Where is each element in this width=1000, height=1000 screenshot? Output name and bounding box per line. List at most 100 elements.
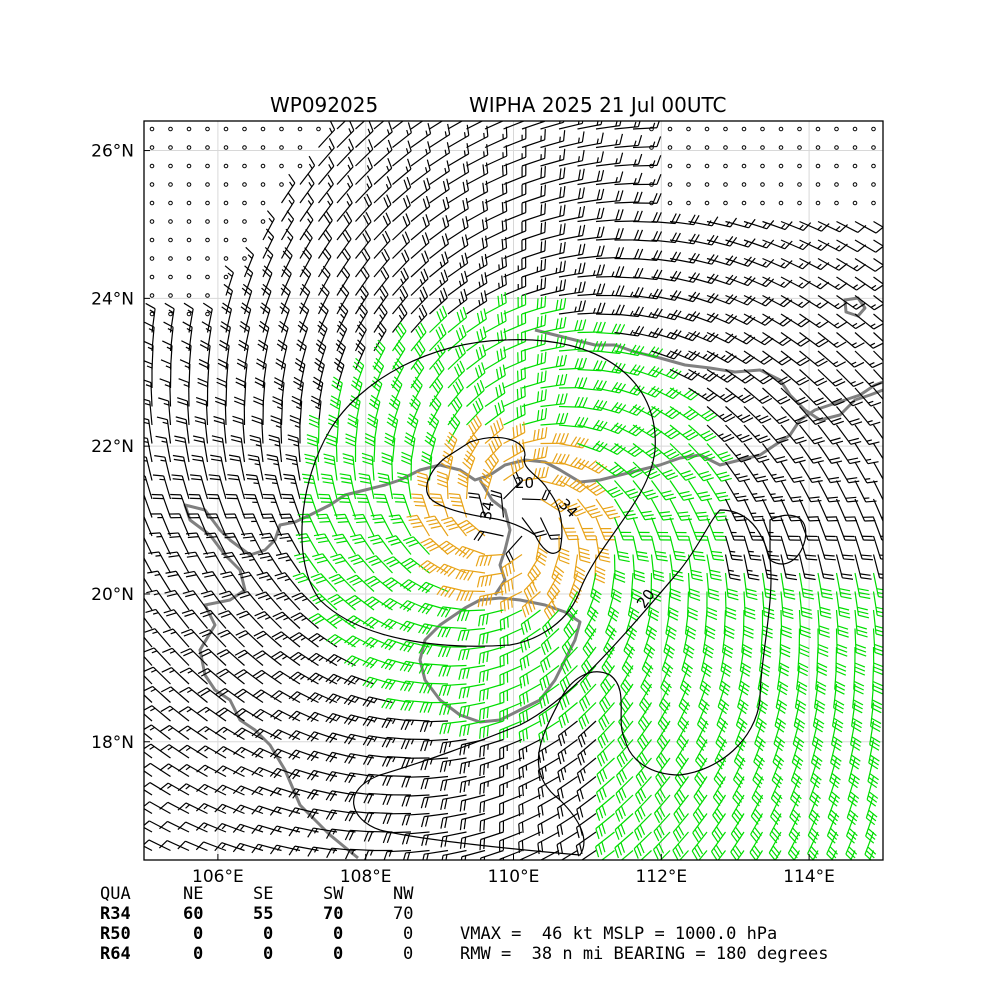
wind-barb — [603, 628, 616, 659]
wind-barb — [270, 709, 301, 722]
wind-barb — [712, 794, 727, 825]
wind-barb — [811, 720, 824, 752]
wind-barb — [872, 554, 883, 579]
wind-barb — [679, 665, 692, 696]
wind-barb — [623, 628, 636, 659]
wind-barb — [144, 724, 171, 740]
calm-barb — [797, 182, 802, 187]
calm-barb — [205, 163, 210, 169]
wind-barb — [214, 803, 245, 815]
wind-barb — [299, 283, 311, 315]
calm-barb — [797, 126, 802, 132]
wind-barb — [762, 313, 793, 327]
wind-barb — [388, 514, 412, 537]
wind-barb — [521, 121, 546, 130]
wind-barb — [420, 738, 449, 752]
wind-barb — [440, 794, 467, 810]
wind-barb — [854, 609, 868, 638]
wind-barb — [854, 628, 867, 657]
wind-barb — [252, 689, 282, 704]
wind-barb — [799, 294, 829, 309]
calm-barb — [149, 182, 155, 187]
wind-barb — [144, 597, 153, 611]
wind-barb — [836, 369, 864, 388]
calm-barb — [778, 163, 784, 169]
wind-barb — [318, 493, 338, 518]
calm-barb — [260, 126, 266, 132]
wind-barb — [827, 794, 840, 826]
wind-barb — [287, 434, 301, 463]
wind-barb — [355, 175, 373, 204]
wind-barb — [558, 121, 584, 130]
wind-barb — [180, 628, 208, 648]
wind-barb — [336, 175, 354, 204]
calm-barb — [260, 182, 266, 187]
wind-barb — [854, 461, 878, 484]
wind-barb — [178, 378, 190, 407]
wind-barb — [590, 572, 602, 604]
wind-barb — [334, 513, 357, 537]
wind-barb — [761, 480, 785, 503]
wind-barb — [312, 553, 338, 574]
wind-barb — [739, 646, 752, 677]
wind-barb — [780, 239, 812, 251]
wind-barb — [613, 535, 630, 563]
wind-barb — [558, 396, 588, 408]
wind-barb — [220, 321, 231, 352]
wind-barb — [762, 350, 792, 366]
wind-barb — [687, 517, 708, 541]
wind-barb — [197, 687, 227, 703]
wind-barb — [518, 738, 541, 762]
wind-barb — [725, 350, 755, 365]
wind-barb — [195, 822, 227, 833]
wind-barb — [447, 143, 470, 167]
wind-barb — [236, 358, 248, 389]
wind-barb — [254, 611, 282, 629]
wind-barb — [410, 122, 432, 148]
wind-barb — [144, 826, 153, 833]
wind-barb — [280, 247, 293, 278]
wind-barb — [518, 701, 541, 725]
calm-barb — [149, 274, 155, 280]
wind-barb — [362, 636, 393, 649]
wind-barb — [160, 359, 172, 389]
wind-barb — [272, 396, 284, 426]
wind-barb — [290, 612, 319, 629]
wind-barb — [598, 702, 615, 731]
wind-barb — [162, 628, 190, 648]
wind-barb — [466, 144, 489, 167]
wind-barb — [873, 387, 883, 401]
wind-barb — [521, 466, 549, 482]
wind-barb — [669, 498, 692, 521]
wind-barb — [228, 454, 246, 481]
wind-barb — [440, 812, 467, 829]
wind-barb — [155, 435, 172, 463]
r64-nw: 0 — [403, 944, 414, 964]
wind-barb — [424, 431, 437, 463]
wind-barb — [854, 387, 882, 407]
wind-barb — [475, 553, 504, 567]
wind-barb — [323, 453, 338, 481]
wind-barb — [383, 556, 412, 574]
calm-barb — [186, 274, 192, 280]
wind-barb — [367, 534, 393, 555]
wind-barb — [354, 339, 366, 370]
wind-barb — [270, 690, 301, 704]
wind-barb — [160, 686, 190, 703]
wind-barb — [672, 831, 689, 860]
wind-barb — [780, 443, 806, 464]
wind-barb — [466, 344, 487, 370]
calm-barb — [186, 200, 192, 206]
wind-barb — [424, 515, 449, 537]
wind-barb — [235, 630, 264, 648]
wind-barb — [288, 845, 319, 856]
wind-barb — [310, 573, 338, 592]
wind-barb — [343, 655, 375, 668]
wind-barb — [198, 648, 227, 666]
wind-barb — [437, 646, 467, 658]
calm-barb — [852, 200, 858, 206]
wind-barb — [419, 682, 449, 694]
calm-barb — [168, 311, 173, 317]
wind-barb — [479, 794, 504, 814]
wind-barb — [410, 268, 429, 296]
